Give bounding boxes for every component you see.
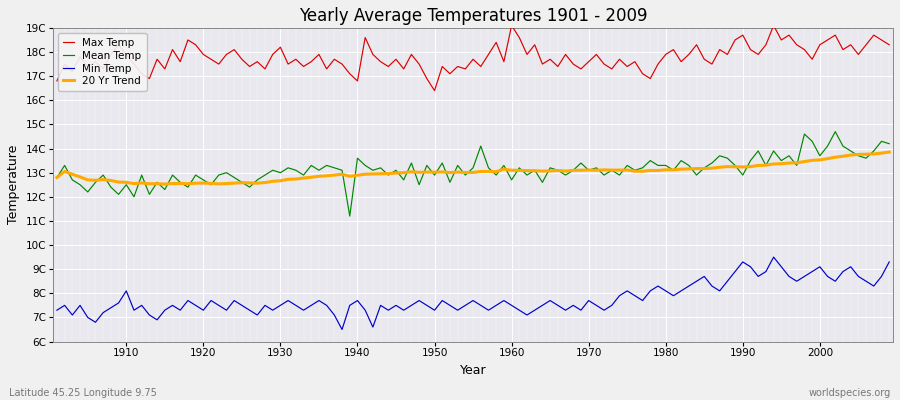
Mean Temp [345,214,356,218]
Max Temp [522,52,533,57]
Max Temp [113,42,124,47]
Min Temp [337,327,347,332]
Min Temp [884,260,895,264]
Max Temp [283,62,293,66]
Max Temp [506,23,517,28]
20 Yr Trend [291,177,302,182]
Line: Min Temp: Min Temp [57,257,889,330]
Max Temp [51,78,62,83]
Legend: Max Temp, Mean Temp, Min Temp, 20 Yr Trend: Max Temp, Mean Temp, Min Temp, 20 Yr Tre… [58,33,147,91]
Text: worldspecies.org: worldspecies.org [809,388,891,398]
20 Yr Trend [337,172,347,177]
Line: Mean Temp: Mean Temp [57,132,889,216]
Mean Temp [514,166,525,170]
X-axis label: Year: Year [460,364,486,377]
Mean Temp [607,168,617,173]
Min Temp [328,313,339,318]
Max Temp [884,42,895,47]
Text: Latitude 45.25 Longitude 9.75: Latitude 45.25 Longitude 9.75 [9,388,157,398]
Mean Temp [506,178,517,182]
Mean Temp [51,175,62,180]
Mean Temp [113,192,124,197]
Min Temp [113,300,124,305]
Y-axis label: Temperature: Temperature [7,145,20,224]
Min Temp [607,303,617,308]
20 Yr Trend [514,168,525,173]
Max Temp [614,57,625,62]
Max Temp [514,35,525,40]
Min Temp [769,255,779,260]
20 Yr Trend [113,180,124,184]
Min Temp [51,308,62,312]
Min Temp [514,308,525,312]
Title: Yearly Average Temperatures 1901 - 2009: Yearly Average Temperatures 1901 - 2009 [299,7,647,25]
Max Temp [328,57,339,62]
Min Temp [283,298,293,303]
Max Temp [429,88,440,93]
Min Temp [506,303,517,308]
20 Yr Trend [159,182,170,186]
20 Yr Trend [506,168,517,173]
Mean Temp [328,166,339,170]
20 Yr Trend [51,175,62,180]
Line: 20 Yr Trend: 20 Yr Trend [57,152,889,184]
20 Yr Trend [607,168,617,172]
Mean Temp [884,141,895,146]
Line: Max Temp: Max Temp [57,26,889,91]
Mean Temp [830,129,841,134]
20 Yr Trend [884,150,895,154]
Mean Temp [283,166,293,170]
